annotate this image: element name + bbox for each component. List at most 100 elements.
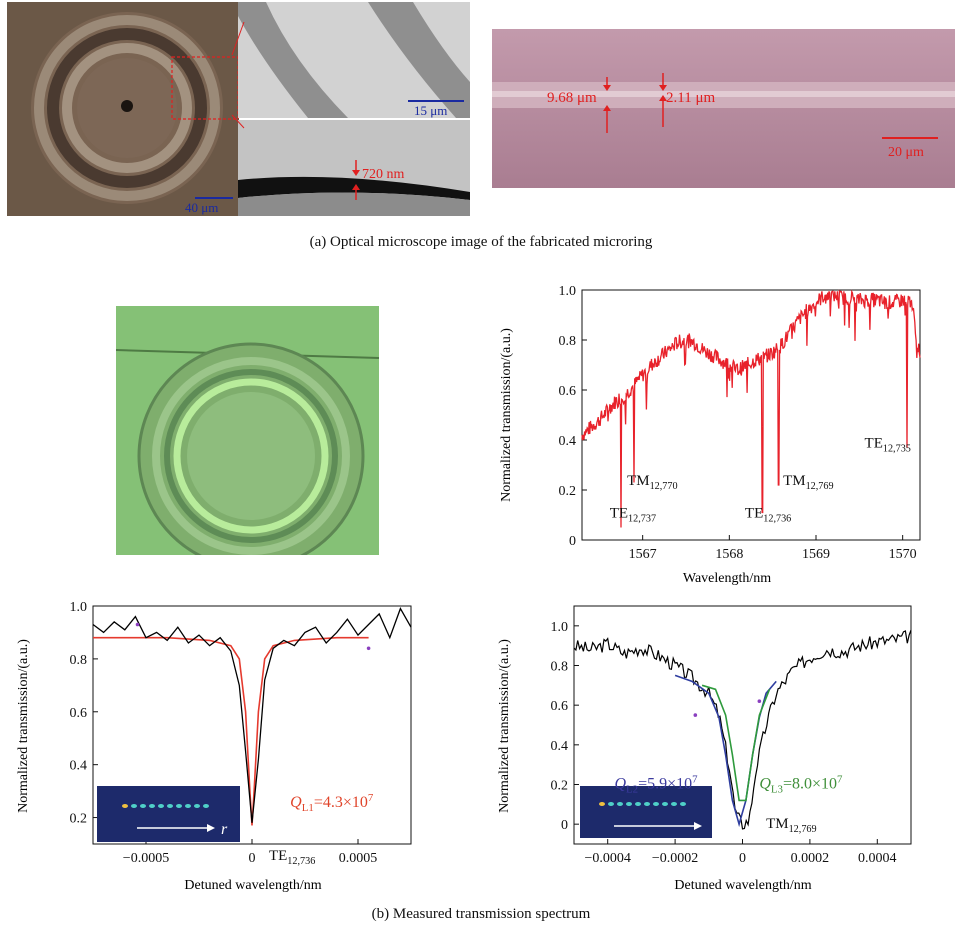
y-tick-label: 0.6: [70, 706, 88, 721]
mode-lobe: [158, 804, 164, 808]
sem-band-1: [238, 2, 348, 118]
y-tick-label: 0: [569, 534, 576, 549]
x-tick-label: 1570: [889, 547, 917, 562]
fit-marker-right: [757, 699, 762, 703]
ring-bright-outer: [34, 15, 220, 201]
mode-field-inset: [97, 786, 240, 842]
scale-label-waveguide: 20 μm: [888, 145, 924, 160]
mode-lobe: [671, 802, 677, 806]
y-tick-label: 0.2: [551, 779, 569, 794]
mode-annotation-1: TE12,737: [610, 506, 656, 525]
mode-lobe: [662, 802, 668, 806]
y-tick-label: 0.8: [551, 660, 569, 675]
gap-arrowhead-bottom: [659, 95, 667, 101]
gap-width-label: 2.11 μm: [666, 90, 715, 106]
x-tick-label: −0.0002: [652, 851, 698, 866]
disk-center: [187, 392, 315, 520]
y-tick-label: 0.8: [559, 334, 577, 349]
waveguide-svg: 9.68 μm 2.11 μm 20 μm: [492, 29, 955, 188]
mode-label-tm: TM12,769: [766, 816, 817, 835]
q-factor-l2: QL2=5.9×107: [614, 773, 698, 795]
spectrum-trace: [581, 289, 921, 528]
y-tick-label: 0.4: [70, 759, 88, 774]
y-tick-label: 0.2: [559, 484, 577, 499]
mode-lobe: [644, 802, 650, 806]
sem-substrate: [238, 192, 470, 216]
mode-lobe: [653, 802, 659, 806]
gap-arrowhead-top: [659, 85, 667, 91]
mode-lobe: [617, 802, 623, 806]
tm-x-label: Detuned wavelength/nm: [674, 878, 811, 893]
y-tick-label: 1.0: [70, 600, 88, 615]
waveguide-micrograph: 9.68 μm 2.11 μm 20 μm: [492, 29, 955, 188]
y-tick-label: 1.0: [551, 620, 569, 635]
mode-lobe: [626, 802, 632, 806]
y-tick-label: 0.2: [70, 812, 88, 827]
mode-lobe: [122, 804, 128, 808]
y-tick-label: 1.0: [559, 284, 577, 299]
mode-lobe: [599, 802, 605, 806]
lorentz-fit-green: [701, 684, 771, 802]
width-arrowhead-bottom: [603, 105, 611, 111]
ring-bright-inner: [62, 43, 192, 173]
radial-arrowhead: [207, 824, 215, 832]
fit-marker-right: [366, 646, 371, 651]
zoom-sem-top-svg: 15 μm: [238, 2, 470, 118]
tm-resonance-chart: −0.0004 −0.0002 0 0.0002 0.0004 0 0.2 0.4 0.6 0.8…: [497, 605, 912, 893]
disk-ring-dark: [164, 369, 338, 543]
mode-annotation-2: TM12,769: [783, 473, 834, 492]
mode-lobe: [176, 804, 182, 808]
y-tick-label: 0.8: [70, 653, 88, 668]
zoom-connector: [231, 21, 245, 129]
x-tick-label: 0.0005: [339, 851, 378, 866]
q-factor-l1: QL1=4.3×107: [290, 792, 374, 814]
te-y-label: Normalized transmission/(a.u.): [16, 639, 31, 813]
ring-micrograph: 40 μm: [7, 2, 239, 216]
measured-trace: [92, 607, 412, 823]
mode-lobe: [167, 804, 173, 808]
y-tick-label: 0.6: [559, 384, 577, 399]
te-resonance-chart: −0.0005 0 0.0005 0.2 0.4 0.6 0.8 1.0 r QL1=4.3×10…: [16, 600, 412, 893]
x-tick-label: 0.0002: [791, 851, 830, 866]
ring-micrograph-svg: 40 μm: [7, 2, 239, 216]
x-tick-label: 1567: [629, 547, 657, 562]
mode-lobe: [185, 804, 191, 808]
plot-frame: [581, 289, 921, 541]
tm-y-label: Normalized transmission/(a.u.): [497, 639, 512, 813]
x-tick-label: 0.0004: [858, 851, 897, 866]
green-ring-photo: [116, 306, 379, 555]
radial-arrowhead: [694, 822, 702, 830]
mode-lobe: [131, 804, 137, 808]
width-arrowhead-top: [603, 85, 611, 91]
mode-label-te: TE12,736: [269, 848, 315, 867]
caption-a: (a) Optical microscope image of the fabr…: [309, 234, 653, 250]
film-thickness-label: 720 nm: [362, 167, 405, 182]
caption-b: (b) Measured transmission spectrum: [371, 906, 591, 922]
fit-marker-left: [135, 622, 140, 627]
zoom-sem-top: 15 μm: [238, 2, 470, 118]
x-tick-label: −0.0004: [584, 851, 630, 866]
waveguide-width-label: 9.68 μm: [547, 90, 597, 106]
sem-band-2: [368, 2, 470, 118]
zoom-sem-bottom-svg: 720 nm: [238, 120, 470, 216]
ring-dark: [47, 28, 207, 188]
mode-lobe: [149, 804, 155, 808]
mode-lobe: [203, 804, 209, 808]
green-ring-svg: [116, 306, 379, 555]
connector-bottom: [231, 114, 245, 129]
thickness-arrowhead-top: [352, 170, 360, 176]
thickness-arrowhead-bottom: [352, 184, 360, 190]
spectrum-y-label: Normalized transmission/(a.u.): [499, 328, 514, 502]
zoom-sem-bottom: 720 nm: [238, 120, 470, 216]
fit-marker-left: [693, 713, 698, 717]
spectrum-x-label: Wavelength/nm: [683, 571, 771, 586]
x-tick-label: 0: [249, 851, 256, 866]
q-factor-l3: QL3=8.0×107: [759, 773, 843, 795]
radial-label: r: [221, 821, 228, 838]
scale-label-ring: 40 μm: [185, 200, 218, 215]
scale-label-zoom: 15 μm: [414, 103, 447, 118]
mode-lobe: [140, 804, 146, 808]
mode-field-inset: [580, 786, 712, 838]
te-x-label: Detuned wavelength/nm: [184, 878, 321, 893]
x-tick-label: 0: [739, 851, 746, 866]
